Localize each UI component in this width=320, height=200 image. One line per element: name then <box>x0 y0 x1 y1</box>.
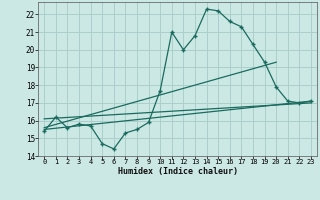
X-axis label: Humidex (Indice chaleur): Humidex (Indice chaleur) <box>118 167 238 176</box>
